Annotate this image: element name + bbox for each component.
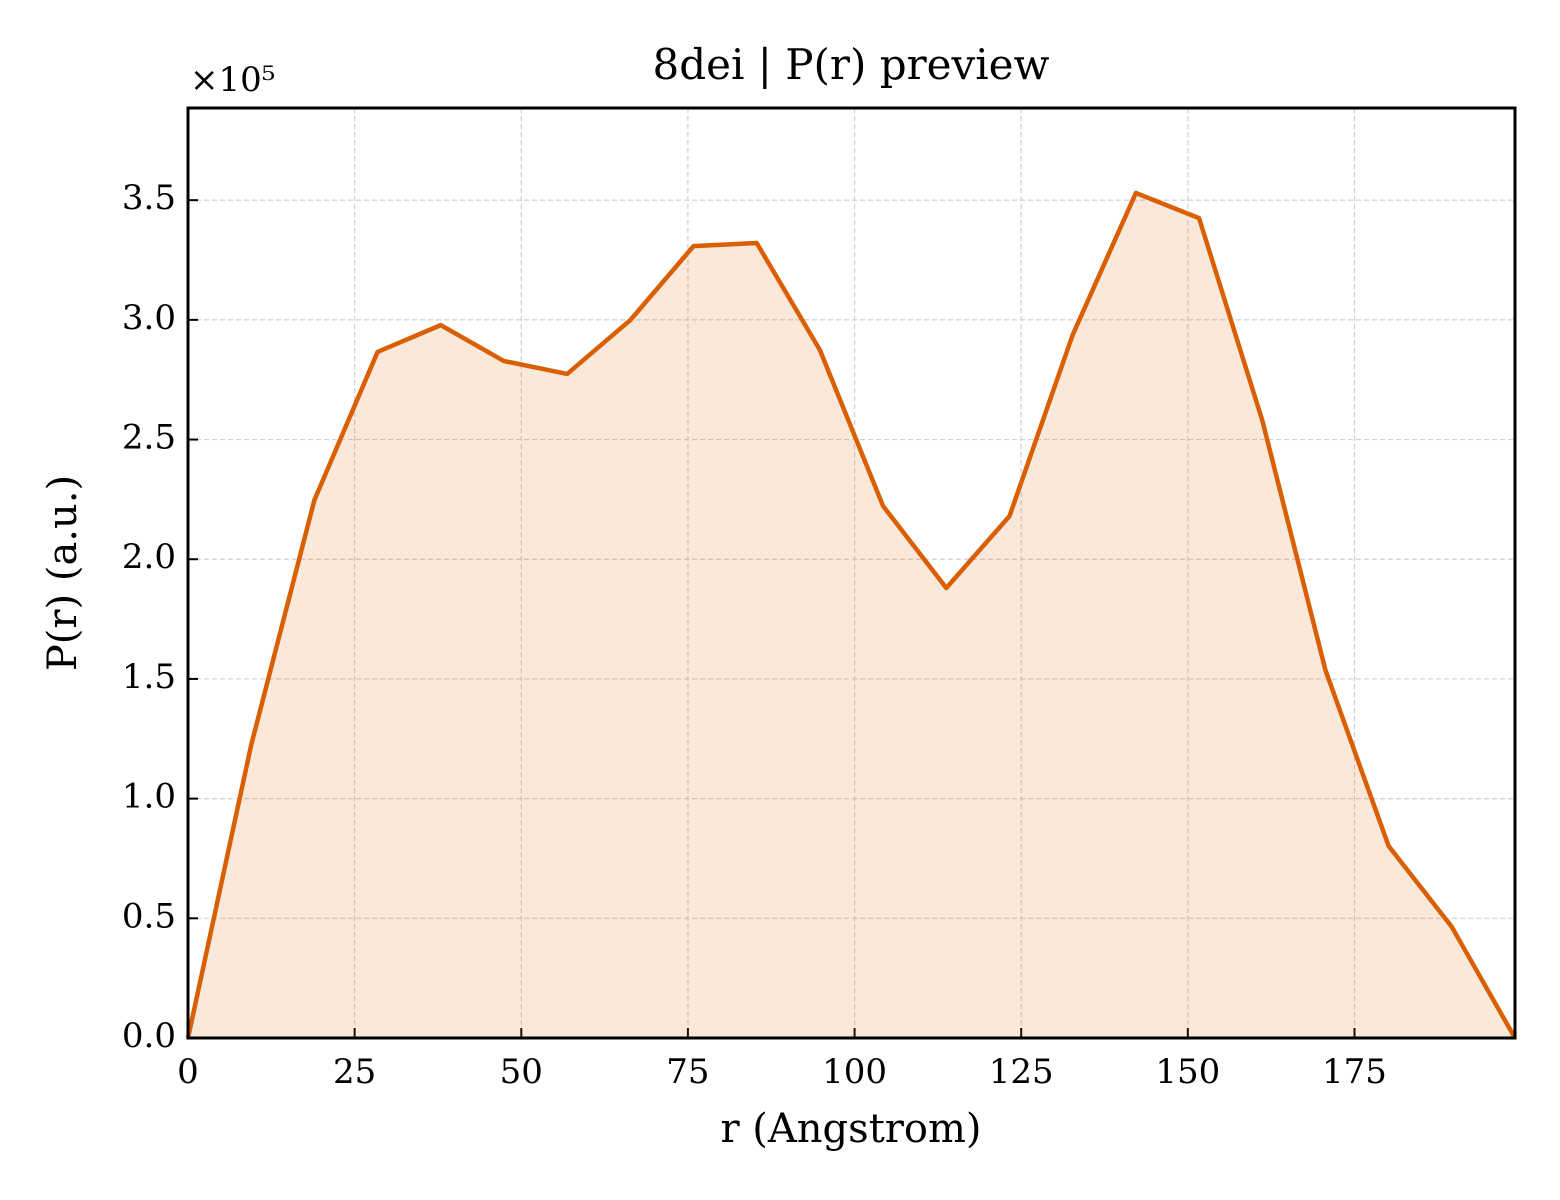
y-tick-label: 0.5 — [122, 896, 176, 936]
x-tick-label: 125 — [989, 1052, 1054, 1092]
y-tick-label: 1.5 — [122, 657, 176, 697]
line — [185, 190, 1517, 1040]
x-tick-label: 0 — [177, 1052, 199, 1092]
y-axis-label: P(r) (a.u.) — [40, 475, 86, 671]
x-axis-label: r (Angstrom) — [720, 1106, 981, 1152]
plot-frame — [186, 106, 1517, 1040]
area — [188, 192, 1515, 1038]
y-tick-label: 2.0 — [122, 537, 176, 577]
y-tick-label: 0.0 — [122, 1016, 176, 1056]
x-tick-label: 100 — [822, 1052, 887, 1092]
chart-title: 8dei | P(r) preview — [653, 40, 1050, 89]
x-tick-label: 50 — [500, 1052, 543, 1092]
y-tick-label: 1.0 — [122, 777, 176, 817]
y-offset-text: ×10⁵ — [190, 60, 275, 100]
x-tick-label: 175 — [1322, 1052, 1387, 1092]
y-tick-label: 3.5 — [122, 178, 176, 218]
x-tick-label: 150 — [1155, 1052, 1220, 1092]
x-tick-label: 75 — [666, 1052, 709, 1092]
x-tick-label: 25 — [333, 1052, 376, 1092]
y-tick-label: 3.0 — [122, 298, 176, 338]
y-tick-label: 2.5 — [122, 418, 176, 458]
